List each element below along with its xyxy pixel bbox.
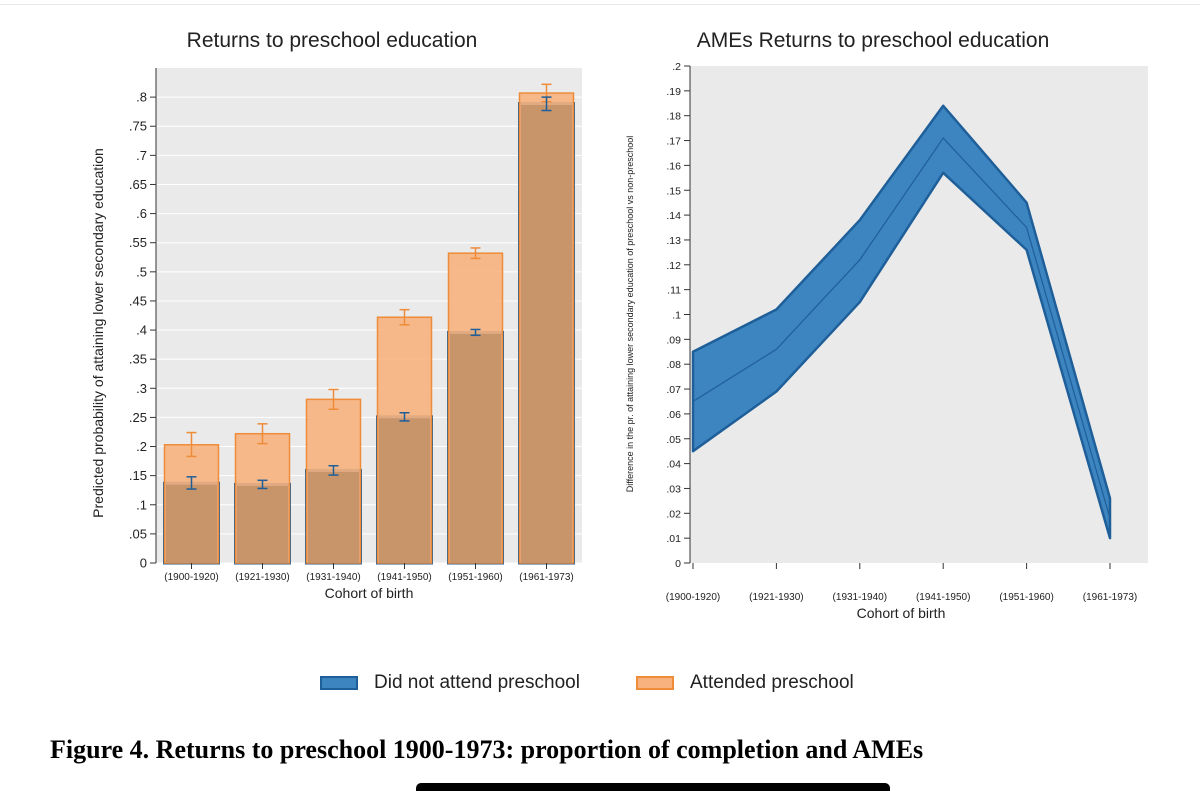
redaction-bar (416, 783, 890, 791)
y-tick-label: .12 (666, 260, 681, 272)
ame-chart: AMEs Returns to preschool education 0 .01.… (625, 29, 1148, 621)
y-tick-label: .3 (136, 381, 147, 396)
legend-item-attended: Attended preschool (636, 668, 854, 698)
y-tick-label: .09 (666, 334, 681, 346)
x-tick-label: (1900-1920) (164, 572, 218, 583)
y-tick-label: .35 (129, 352, 147, 367)
top-divider (0, 4, 1200, 5)
bar-overlap (521, 105, 572, 563)
legend-swatch-orange (636, 676, 674, 690)
plot-background (156, 68, 582, 563)
figure-caption: Figure 4. Returns to preschool 1900-1973… (50, 735, 924, 764)
y-tick-label: .1 (672, 310, 681, 322)
x-tick-label: (1921-1930) (235, 572, 289, 583)
legend: Did not attend preschool Attended presch… (320, 668, 920, 698)
y-tick-label: 0 (675, 558, 681, 570)
y-tick-label: .17 (666, 136, 681, 148)
legend-item-did-not-attend: Did not attend preschool (320, 668, 580, 698)
x-axis-title: Cohort of birth (857, 605, 946, 621)
y-tick-label: .25 (129, 410, 147, 425)
y-tick-label: 0 (140, 556, 147, 571)
x-axis-title: Cohort of birth (325, 585, 414, 601)
x-tick-label: (1931-1940) (833, 592, 887, 603)
y-tick-label: .04 (666, 459, 681, 471)
y-tick-label: .05 (129, 526, 147, 541)
y-tick-label: .65 (129, 177, 147, 192)
y-tick-label: .06 (666, 409, 681, 421)
y-tick-label: .2 (672, 61, 681, 73)
y-tick-label: .8 (136, 90, 147, 105)
bar-overlap (166, 484, 217, 563)
x-tick-label: (1941-1950) (916, 592, 970, 603)
y-tick-label: .14 (666, 210, 681, 222)
confidence-band (691, 104, 1112, 540)
legend-swatch-blue (320, 676, 358, 690)
bar-chart-panel: Returns to preschool education 0 .05 .1 .15.… (84, 20, 588, 635)
x-tick-label: (1961-1973) (519, 572, 573, 583)
y-tick-label: .08 (666, 359, 681, 371)
y-tick-label: .4 (136, 323, 147, 338)
y-tick-label: .2 (136, 439, 147, 454)
y-axis-title: Difference in the pr. of attaining lower… (625, 136, 635, 493)
y-tick-label: .02 (666, 508, 681, 520)
y-tick-label: .18 (666, 111, 681, 123)
y-axis-title: Predicted probability of attaining lower… (90, 148, 106, 518)
bar-overlap (237, 485, 288, 563)
legend-label: Did not attend preschool (374, 672, 580, 693)
y-tick-label: .15 (129, 468, 147, 483)
y-tick-label: .7 (136, 148, 147, 163)
ame-line (692, 137, 1111, 519)
x-tick-label: (1921-1930) (749, 592, 803, 603)
y-tick-label: .45 (129, 293, 147, 308)
y-tick-label: .05 (666, 434, 681, 446)
y-tick-label: .11 (667, 285, 681, 297)
x-tick-label: (1941-1950) (377, 572, 431, 583)
legend-label: Attended preschool (690, 672, 854, 693)
y-tick-label: .07 (666, 384, 681, 396)
bar-chart: Returns to preschool education 0 .05 .1 .15.… (90, 29, 582, 601)
x-tick-label: (1931-1940) (306, 572, 360, 583)
y-tick-label: .1 (136, 497, 147, 512)
y-tick-label: .19 (666, 86, 681, 98)
x-tick-label: (1900-1920) (666, 592, 720, 603)
bar-overlap (308, 471, 359, 563)
y-tick-label: .13 (666, 235, 681, 247)
y-tick-label: .03 (666, 483, 681, 495)
y-tick-label: .01 (666, 533, 681, 545)
bar-overlap (379, 418, 430, 563)
y-tick-label: .75 (129, 119, 147, 134)
x-tick-label: (1951-1960) (448, 572, 502, 583)
ame-chart-panel: AMEs Returns to preschool education 0 .01.… (618, 20, 1156, 635)
bar-overlap (450, 333, 501, 563)
x-tick-label: (1961-1973) (1083, 592, 1137, 603)
y-tick-label: .6 (136, 206, 147, 221)
y-tick-label: .5 (136, 264, 147, 279)
chart-title: Returns to preschool education (187, 29, 478, 52)
y-tick-label: .55 (129, 235, 147, 250)
y-tick-label: .16 (666, 160, 681, 172)
x-tick-label: (1951-1960) (999, 592, 1053, 603)
y-tick-label: .15 (666, 185, 681, 197)
chart-title: AMEs Returns to preschool education (697, 29, 1050, 52)
